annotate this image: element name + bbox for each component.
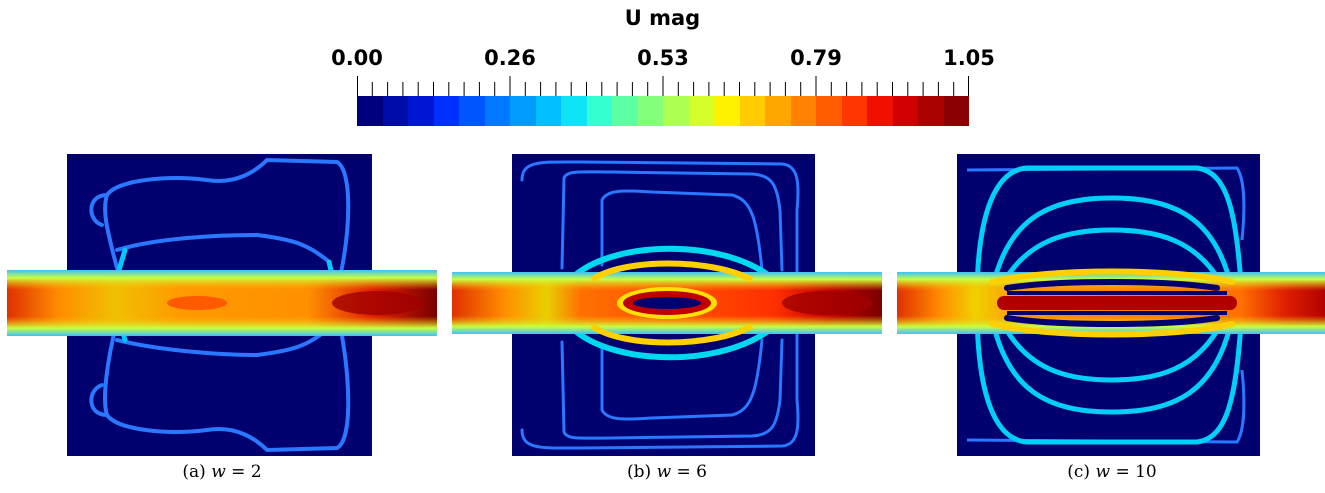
colorbar-swatch	[357, 96, 383, 126]
caption-a: (a) w = 2	[7, 462, 437, 482]
caption-value: = 6	[676, 462, 707, 482]
colorbar-swatch	[459, 96, 485, 126]
caption-prefix: (a)	[182, 462, 206, 482]
caption-variable: w	[211, 462, 226, 482]
colorbar-swatch	[637, 96, 663, 126]
velocity-field-plot-a	[7, 154, 437, 456]
panel-b	[452, 150, 882, 460]
colorbar-swatch	[408, 96, 434, 126]
colorbar-swatch	[382, 96, 408, 126]
colorbar-swatch	[510, 96, 536, 126]
colorbar-swatch	[790, 96, 816, 126]
colorbar-title: U mag	[624, 6, 701, 30]
colorbar-swatch	[714, 96, 740, 126]
colorbar-swatch	[918, 96, 944, 126]
colorbar-swatch	[841, 96, 867, 126]
colorbar-tick-label: 0.00	[331, 46, 383, 70]
caption-b: (b) w = 6	[452, 462, 882, 482]
colorbar-swatch	[663, 96, 689, 126]
colorbar-swatch	[535, 96, 561, 126]
panel-c	[897, 150, 1325, 460]
colorbar-ticks	[357, 76, 969, 96]
caption-variable: w	[656, 462, 672, 482]
colorbar-swatch	[765, 96, 791, 126]
caption-prefix: (b)	[627, 462, 652, 482]
colorbar-swatch	[612, 96, 638, 126]
colorbar-swatch	[433, 96, 459, 126]
colorbar-swatch	[892, 96, 918, 126]
colorbar-tick-label: 1.05	[943, 46, 995, 70]
colorbar-swatch	[943, 96, 969, 126]
caption-value: = 2	[231, 462, 262, 482]
colorbar-swatch	[484, 96, 510, 126]
caption-c: (c) w = 10	[897, 462, 1325, 482]
colorbar-tick-label: 0.53	[637, 46, 689, 70]
colorbar-swatch	[688, 96, 714, 126]
caption-value: = 10	[1115, 462, 1157, 482]
colorbar-swatch	[867, 96, 893, 126]
colorbar-swatch	[816, 96, 842, 126]
colorbar-tick-label: 0.79	[790, 46, 842, 70]
colorbar-swatch	[561, 96, 587, 126]
velocity-field-plot-b	[452, 154, 882, 456]
caption-prefix: (c)	[1067, 462, 1091, 482]
colorbar-swatch	[586, 96, 612, 126]
colorbar	[357, 96, 969, 126]
colorbar-swatch	[739, 96, 765, 126]
caption-variable: w	[1095, 462, 1111, 482]
panel-a	[7, 150, 437, 460]
velocity-field-plot-c	[897, 154, 1325, 456]
colorbar-tick-label: 0.26	[484, 46, 536, 70]
